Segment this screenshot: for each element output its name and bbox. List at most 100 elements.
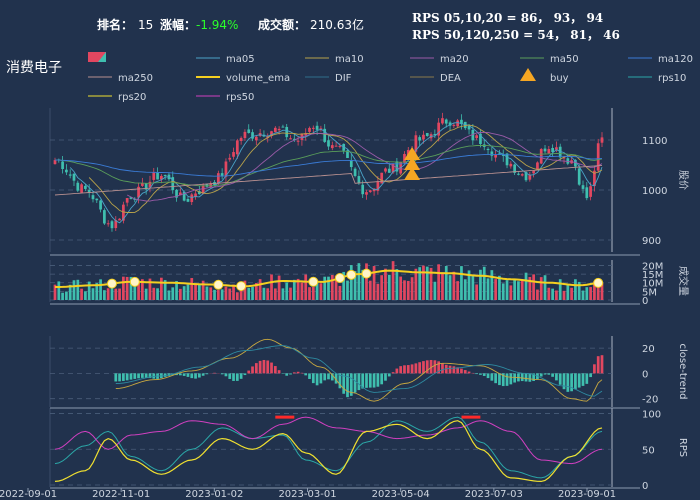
candle-body xyxy=(547,149,551,154)
volume-bar xyxy=(251,286,254,300)
volume-bar xyxy=(239,289,243,300)
candle-body xyxy=(273,127,277,133)
candle-body xyxy=(160,175,163,180)
candle-body xyxy=(365,192,368,195)
legend-item-rps20: rps20 xyxy=(88,92,146,103)
volume-bar xyxy=(574,279,577,300)
volume-bar xyxy=(437,264,441,300)
volume-bar xyxy=(433,281,437,300)
candle-body xyxy=(141,183,144,186)
macd-histogram-bar xyxy=(513,373,516,383)
candle-body xyxy=(353,168,357,176)
macd-histogram-bar xyxy=(384,373,387,381)
volume-bar xyxy=(376,283,380,300)
legend-label: volume_ema xyxy=(226,73,290,84)
volume-bar xyxy=(65,291,68,300)
macd-histogram-bar xyxy=(391,372,395,374)
volume-bar xyxy=(577,281,581,300)
volume-bar xyxy=(308,287,311,300)
macd-histogram-bar xyxy=(437,361,441,374)
volume-bar xyxy=(463,279,467,300)
candle-body xyxy=(384,168,387,172)
candle-body xyxy=(581,185,585,189)
macd-histogram-bar xyxy=(304,373,308,376)
volume-value: 210.63亿 xyxy=(310,17,364,32)
volume-bar xyxy=(125,276,129,300)
candle-body xyxy=(122,204,125,221)
candle-body xyxy=(76,182,80,191)
candle-body xyxy=(72,173,76,181)
candle-body xyxy=(95,198,99,201)
candle-body xyxy=(585,187,589,199)
candle-body xyxy=(555,147,558,150)
macd-histogram-bar xyxy=(566,373,570,392)
candle-body xyxy=(589,186,592,197)
candle-body xyxy=(289,138,292,140)
candle-body xyxy=(395,161,399,172)
candle-body xyxy=(524,172,528,181)
volume-bar xyxy=(148,278,152,300)
rank-value: 15 xyxy=(138,18,153,32)
candle-body xyxy=(330,145,334,149)
candle-body xyxy=(593,170,596,187)
macd-histogram-bar xyxy=(498,373,501,386)
volume-bar xyxy=(528,277,532,300)
candle-body xyxy=(171,177,175,191)
macd-histogram-bar xyxy=(258,360,262,374)
volume-bar xyxy=(566,284,570,300)
candle-body xyxy=(403,153,406,163)
volume-bar xyxy=(399,276,403,300)
volume-label: 成交额： xyxy=(258,17,306,32)
candle-body xyxy=(133,198,137,200)
x-tick-label: 2023-05-04 xyxy=(372,489,430,500)
candle-body xyxy=(61,161,64,170)
macd-histogram-bar xyxy=(163,373,167,377)
legend-label: buy xyxy=(550,73,569,84)
macd-histogram-bar xyxy=(289,373,292,375)
candle-body xyxy=(505,153,509,166)
x-tick-label: 2023-03-01 xyxy=(278,489,336,500)
legend-item-ma05: ma05 xyxy=(196,54,255,65)
volume-bar xyxy=(171,287,175,300)
macd-histogram-bar xyxy=(205,373,209,375)
volume-bar xyxy=(357,263,361,300)
macd-histogram-bar xyxy=(577,373,581,388)
volume-bar xyxy=(334,275,338,300)
candle-body xyxy=(444,119,448,124)
volume-bar xyxy=(72,280,76,300)
legend-item-ma250: ma250 xyxy=(88,73,153,84)
x-tick-label: 2023-01-02 xyxy=(185,489,243,500)
legend-label: rps10 xyxy=(658,73,686,84)
macd-histogram-bar xyxy=(137,373,140,379)
volume-ema-dot xyxy=(361,268,372,279)
legend-label: ma10 xyxy=(335,54,364,65)
volume-bar xyxy=(558,279,562,300)
vol-axis-label: 成交量 xyxy=(677,266,690,296)
candle-body xyxy=(266,136,270,138)
volume-bar xyxy=(175,281,178,300)
macd-histogram-bar xyxy=(463,370,467,374)
macd-histogram-bar xyxy=(479,373,482,375)
macd-histogram-bar xyxy=(296,371,300,374)
volume-bar xyxy=(425,266,429,300)
dea-line xyxy=(115,345,603,397)
candle-body xyxy=(494,154,497,158)
candle-body xyxy=(501,154,505,156)
macd-histogram-bar xyxy=(425,360,429,374)
price-tick-label: 900 xyxy=(642,236,661,247)
legend-candle-swatch xyxy=(88,52,106,62)
legend-item-ma10: ma10 xyxy=(305,54,364,65)
candle-body xyxy=(346,150,349,159)
volume-bar xyxy=(118,288,121,300)
candle-body xyxy=(517,173,520,175)
volume-bar xyxy=(84,291,87,300)
volume-bar xyxy=(517,281,520,300)
volume-bar xyxy=(194,283,197,300)
buy-marker xyxy=(404,147,421,160)
volume-bar xyxy=(277,275,281,300)
legend-item-ma50: ma50 xyxy=(520,54,579,65)
legend-label: ma20 xyxy=(440,54,469,65)
rps-tick-label: 0 xyxy=(642,481,648,492)
volume-bar xyxy=(258,279,262,300)
candle-body xyxy=(520,174,524,176)
